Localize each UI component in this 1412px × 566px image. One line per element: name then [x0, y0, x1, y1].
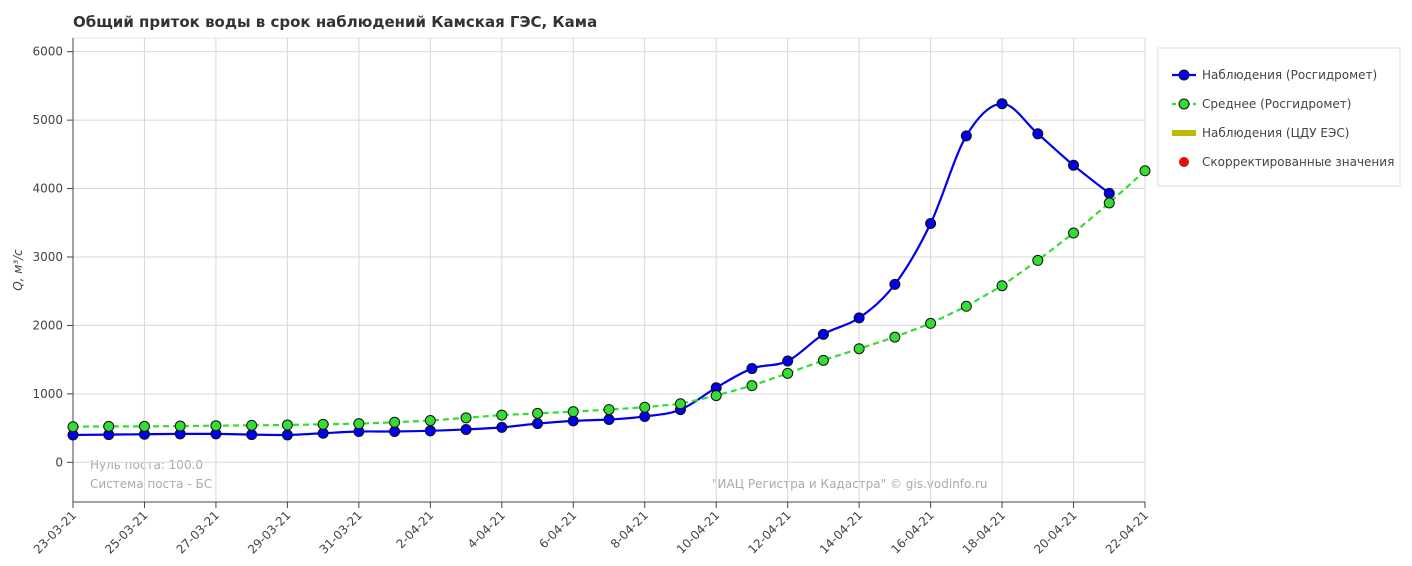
- legend-marker: [1172, 130, 1196, 136]
- x-tick-label: 18-04-21: [960, 508, 1008, 556]
- y-tick-label: 0: [55, 455, 63, 469]
- x-tick-label: 27-03-21: [174, 508, 222, 556]
- note: Нуль поста: 100.0: [90, 458, 203, 472]
- point: [353, 418, 365, 430]
- point: [603, 414, 615, 426]
- point: [746, 380, 758, 392]
- x-tick-label: 31-03-21: [317, 508, 365, 556]
- point: [138, 420, 150, 432]
- point: [996, 98, 1008, 110]
- point: [782, 367, 794, 379]
- point: [496, 421, 508, 433]
- y-axis-label: Q, м³/с: [11, 249, 25, 291]
- point: [532, 407, 544, 419]
- point: [103, 420, 115, 432]
- point: [603, 404, 615, 416]
- x-tick-label: 20-04-21: [1031, 508, 1079, 556]
- point: [317, 418, 329, 430]
- y-tick-label: 3000: [32, 250, 63, 264]
- legend-label: Скорректированные значения: [1202, 155, 1394, 169]
- point: [710, 390, 722, 402]
- y-tick-label: 4000: [32, 182, 63, 196]
- x-tick-label: 2-04-21: [393, 508, 436, 551]
- point: [996, 280, 1008, 292]
- y-tick-label: 2000: [32, 318, 63, 332]
- x-tick-label: 23-03-21: [31, 508, 79, 556]
- x-tick-label: 6-04-21: [536, 508, 579, 551]
- point: [532, 418, 544, 430]
- x-tick-label: 14-04-21: [817, 508, 865, 556]
- x-tick-label: 29-03-21: [245, 508, 293, 556]
- legend-box: [1157, 47, 1401, 187]
- point: [889, 278, 901, 290]
- legend-marker: [1178, 98, 1190, 110]
- y-tick-label: 1000: [32, 387, 63, 401]
- x-tick-label: 8-04-21: [608, 508, 651, 551]
- note: Система поста - БС: [90, 477, 212, 491]
- point: [281, 419, 293, 431]
- point: [889, 331, 901, 343]
- legend-label: Наблюдения (ЦДУ ЕЭС): [1202, 126, 1349, 140]
- point: [853, 343, 865, 355]
- point: [389, 416, 401, 428]
- legend-label: Среднее (Росгидромет): [1202, 97, 1351, 111]
- point: [496, 409, 508, 421]
- point: [1068, 227, 1080, 239]
- point: [925, 317, 937, 329]
- point: [1032, 128, 1044, 140]
- point: [460, 412, 472, 424]
- y-tick-label: 5000: [32, 113, 63, 127]
- x-tick-label: 22-04-21: [1103, 508, 1151, 556]
- point: [424, 415, 436, 427]
- plot-area: [72, 37, 1146, 503]
- point: [782, 355, 794, 367]
- chart-title: Общий приток воды в срок наблюдений Камс…: [73, 13, 597, 31]
- point: [1032, 254, 1044, 266]
- series-line: [72, 169, 1146, 428]
- point: [674, 398, 686, 410]
- point: [246, 429, 258, 441]
- legend-marker: [1179, 157, 1189, 167]
- point: [817, 328, 829, 340]
- x-tick-label: 16-04-21: [888, 508, 936, 556]
- point: [567, 415, 579, 427]
- point: [1103, 197, 1115, 209]
- point: [960, 300, 972, 312]
- point: [1068, 159, 1080, 171]
- point: [1103, 187, 1115, 199]
- point: [567, 406, 579, 418]
- x-tick-label: 25-03-21: [102, 508, 150, 556]
- x-tick-label: 4-04-21: [465, 508, 508, 551]
- x-tick-label: 12-04-21: [745, 508, 793, 556]
- point: [67, 421, 79, 433]
- point: [424, 425, 436, 437]
- point: [746, 363, 758, 375]
- point: [174, 420, 186, 432]
- point: [210, 420, 222, 432]
- x-tick-label: 10-04-21: [674, 508, 722, 556]
- credit: "ИАЦ Регистра и Кадастра" © gis.vodinfo.…: [712, 477, 988, 491]
- point: [389, 426, 401, 438]
- series-line: [72, 102, 1110, 437]
- point: [460, 423, 472, 435]
- point: [1139, 165, 1151, 177]
- point: [925, 217, 937, 229]
- legend-marker: [1178, 69, 1190, 81]
- point: [817, 354, 829, 366]
- point: [281, 429, 293, 441]
- y-tick-label: 6000: [32, 45, 63, 59]
- legend-label: Наблюдения (Росгидромет): [1202, 68, 1377, 82]
- point: [246, 419, 258, 431]
- point: [853, 312, 865, 324]
- point: [639, 401, 651, 413]
- point: [960, 130, 972, 142]
- point: [639, 410, 651, 422]
